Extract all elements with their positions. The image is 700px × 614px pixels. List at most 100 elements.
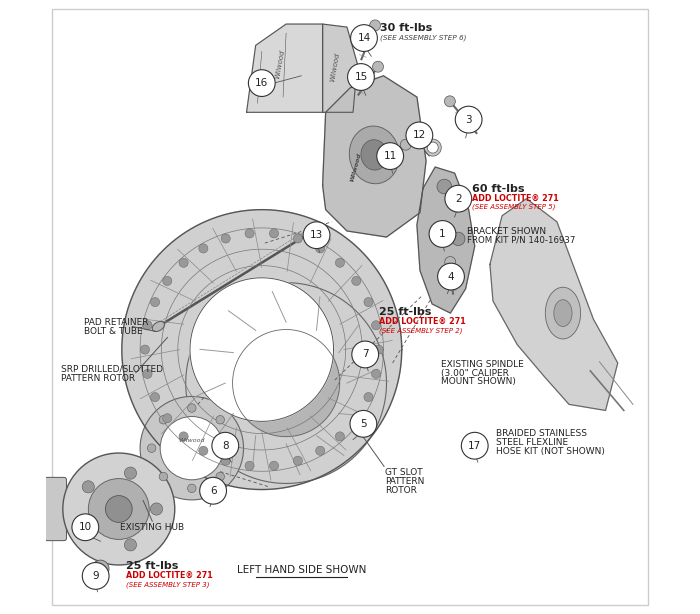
Polygon shape: [323, 24, 357, 112]
Text: 25 ft-lbs: 25 ft-lbs: [379, 307, 431, 317]
Circle shape: [335, 432, 344, 441]
Circle shape: [125, 467, 136, 479]
Text: 1: 1: [439, 229, 446, 239]
Polygon shape: [490, 199, 617, 410]
Circle shape: [63, 453, 175, 565]
Circle shape: [150, 392, 160, 402]
Circle shape: [228, 444, 236, 453]
Text: ROTOR: ROTOR: [385, 486, 417, 495]
Text: STEEL FLEXLINE: STEEL FLEXLINE: [496, 438, 568, 447]
Circle shape: [159, 472, 168, 481]
Ellipse shape: [152, 321, 164, 332]
Circle shape: [352, 341, 379, 368]
Circle shape: [88, 478, 149, 540]
Circle shape: [141, 345, 150, 354]
Circle shape: [303, 222, 330, 249]
Circle shape: [452, 232, 465, 246]
Circle shape: [351, 276, 360, 286]
Circle shape: [293, 234, 302, 243]
Circle shape: [162, 276, 172, 286]
Text: ADD LOCTITE® 271: ADD LOCTITE® 271: [379, 317, 466, 326]
Text: 14: 14: [358, 33, 370, 43]
Text: Wilwood: Wilwood: [178, 438, 205, 443]
Circle shape: [179, 432, 188, 441]
Text: 60 ft-lbs: 60 ft-lbs: [472, 184, 524, 194]
Circle shape: [199, 244, 208, 253]
Text: SRP DRILLED/SLOTTED: SRP DRILLED/SLOTTED: [61, 365, 163, 373]
Circle shape: [82, 481, 94, 493]
Polygon shape: [232, 330, 340, 437]
Text: 30 ft-lbs: 30 ft-lbs: [380, 23, 432, 33]
Circle shape: [270, 229, 279, 238]
Circle shape: [245, 461, 254, 470]
Circle shape: [351, 25, 377, 52]
Text: (SEE ASSEMBLY STEP 5): (SEE ASSEMBLY STEP 5): [472, 204, 555, 211]
Circle shape: [351, 414, 360, 423]
Text: 11: 11: [384, 151, 397, 161]
Circle shape: [348, 64, 374, 90]
Circle shape: [140, 397, 244, 500]
FancyBboxPatch shape: [45, 477, 66, 541]
Text: 8: 8: [222, 441, 229, 451]
Text: 10: 10: [79, 523, 92, 532]
Circle shape: [335, 258, 344, 267]
Text: 5: 5: [360, 419, 367, 429]
Ellipse shape: [545, 287, 580, 339]
Text: LEFT HAND SIDE SHOWN: LEFT HAND SIDE SHOWN: [237, 565, 366, 575]
Circle shape: [159, 416, 168, 424]
Circle shape: [160, 416, 223, 480]
Text: GT SLOT: GT SLOT: [385, 468, 423, 477]
Circle shape: [316, 244, 325, 253]
Circle shape: [221, 234, 230, 243]
Text: 4: 4: [448, 271, 454, 282]
Circle shape: [216, 472, 225, 481]
Polygon shape: [246, 24, 323, 112]
Text: ADD LOCTITE® 271: ADD LOCTITE® 271: [472, 193, 559, 203]
Circle shape: [143, 369, 152, 378]
Circle shape: [188, 404, 196, 412]
Circle shape: [364, 392, 373, 402]
Text: EXISTING SPINDLE: EXISTING SPINDLE: [441, 360, 524, 369]
Polygon shape: [417, 167, 475, 313]
Text: 25 ft-lbs: 25 ft-lbs: [126, 561, 178, 570]
Circle shape: [162, 414, 172, 423]
Text: 12: 12: [413, 130, 426, 141]
Text: BRACKET SHOWN: BRACKET SHOWN: [467, 227, 546, 236]
Circle shape: [179, 258, 188, 267]
Circle shape: [293, 456, 302, 465]
Circle shape: [148, 444, 156, 453]
Circle shape: [72, 514, 99, 541]
Circle shape: [83, 562, 109, 589]
Text: (SEE ASSEMBLY STEP 2): (SEE ASSEMBLY STEP 2): [379, 327, 462, 334]
Text: 15: 15: [354, 72, 368, 82]
Circle shape: [444, 96, 455, 107]
Circle shape: [370, 20, 381, 31]
Text: 9: 9: [92, 571, 99, 581]
Text: PAD RETAINER: PAD RETAINER: [83, 317, 148, 327]
Circle shape: [429, 220, 456, 247]
Circle shape: [437, 179, 452, 194]
Text: 17: 17: [468, 441, 482, 451]
Text: 16: 16: [256, 78, 268, 88]
Ellipse shape: [349, 126, 400, 184]
Circle shape: [150, 298, 160, 306]
Circle shape: [377, 142, 403, 169]
Circle shape: [444, 257, 456, 268]
Circle shape: [350, 410, 377, 437]
Circle shape: [316, 446, 325, 456]
Text: Wilwood: Wilwood: [274, 49, 286, 79]
Circle shape: [199, 446, 208, 456]
Polygon shape: [122, 209, 402, 489]
Text: PATTERN: PATTERN: [385, 477, 425, 486]
Text: Wilwood: Wilwood: [350, 152, 363, 182]
Ellipse shape: [554, 300, 572, 327]
Text: 7: 7: [362, 349, 368, 359]
Text: 6: 6: [210, 486, 216, 495]
Circle shape: [221, 456, 230, 465]
Text: BRAIDED STAINLESS: BRAIDED STAINLESS: [496, 429, 587, 438]
Circle shape: [212, 432, 239, 459]
Circle shape: [461, 432, 488, 459]
Circle shape: [248, 70, 275, 96]
Circle shape: [82, 525, 94, 537]
Text: PATTERN ROTOR: PATTERN ROTOR: [61, 374, 135, 383]
